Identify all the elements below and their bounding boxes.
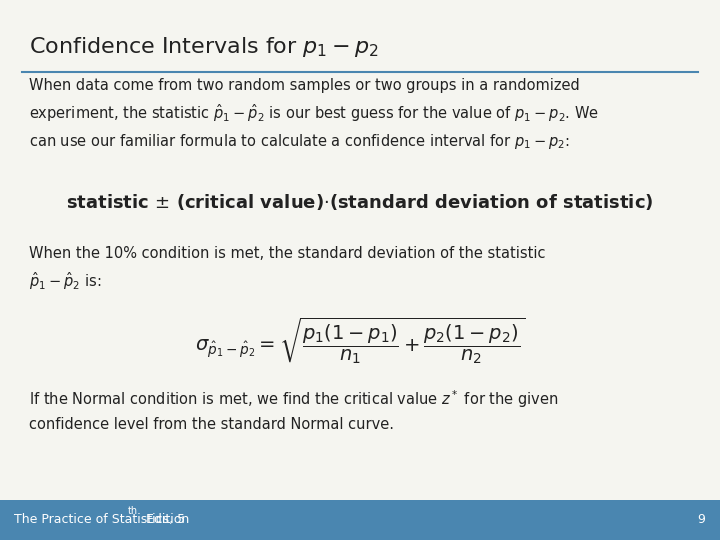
Text: Edition: Edition [142,513,189,526]
Text: When data come from two random samples or two groups in a randomized
experiment,: When data come from two random samples o… [29,78,599,151]
Bar [0,500,720,540]
Text: If the Normal condition is met, we find the critical value $z^*$ for the given
c: If the Normal condition is met, we find … [29,389,558,432]
Text: $\sigma_{\hat{p}_1-\hat{p}_2} = \sqrt{\dfrac{p_1(1-p_1)}{n_1}+\dfrac{p_2(1-p_2)}: $\sigma_{\hat{p}_1-\hat{p}_2} = \sqrt{\d… [195,316,525,367]
Text: th: th [128,506,138,516]
Text: Confidence Intervals for $p_1 - p_2$: Confidence Intervals for $p_1 - p_2$ [29,35,379,59]
Text: statistic $\pm$ (critical value)$\cdot$(standard deviation of statistic): statistic $\pm$ (critical value)$\cdot$(… [66,192,654,212]
Text: When the 10% condition is met, the standard deviation of the statistic
$\hat{p}_: When the 10% condition is met, the stand… [29,246,545,292]
Text: 9: 9 [698,513,706,526]
Text: The Practice of Statistics, 5: The Practice of Statistics, 5 [14,513,186,526]
